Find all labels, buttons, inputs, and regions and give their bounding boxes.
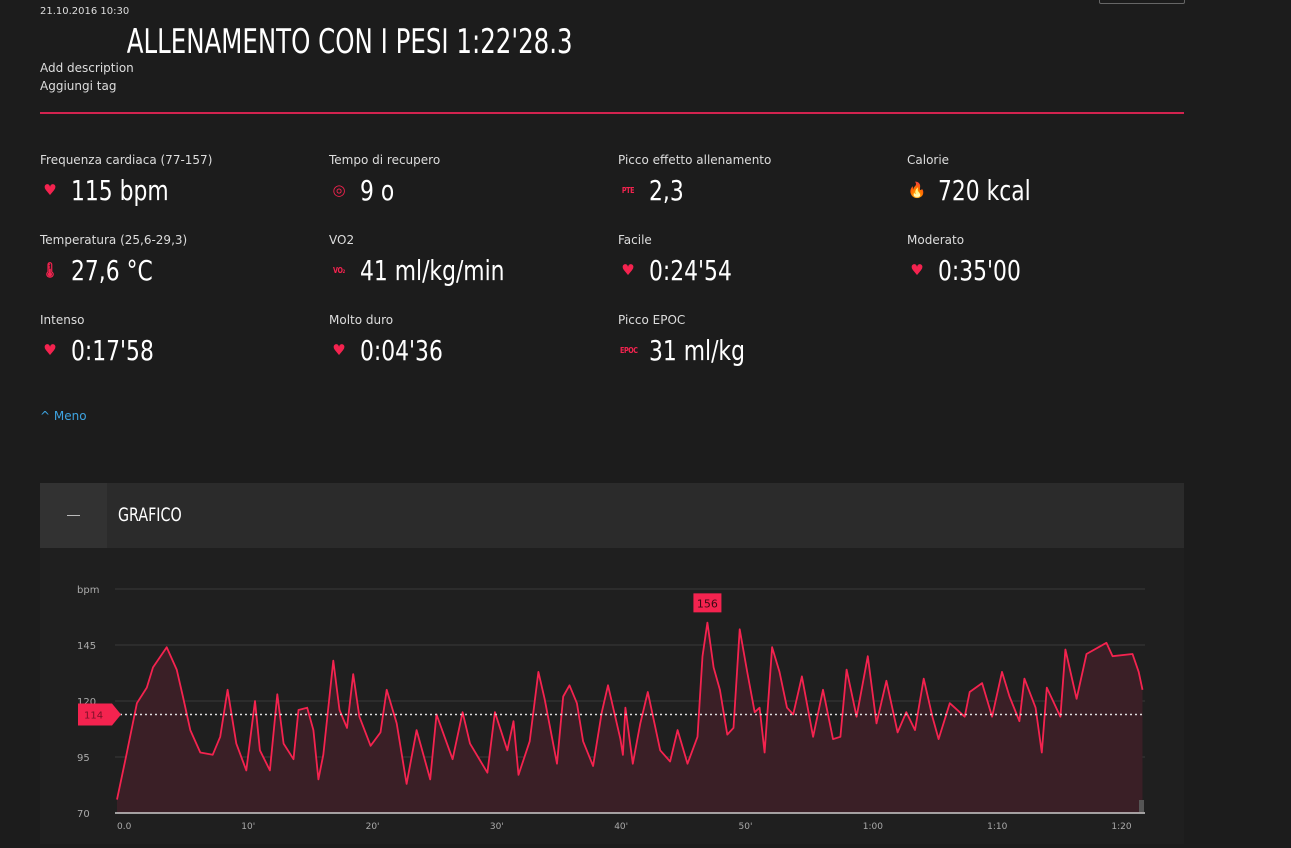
stat-vo2: VO2 VO₂ 41 ml/kg/min xyxy=(329,233,609,287)
heart-icon: ♥ xyxy=(43,181,57,199)
x-tick-label: 1:10 xyxy=(987,822,1007,832)
x-tick-label: 50' xyxy=(739,822,753,832)
stat-heart-zone-4: Molto duro ♥ 0:04'36 xyxy=(329,313,609,367)
stat-value: 0:35'00 xyxy=(938,253,1021,287)
epoc-icon: EPOC xyxy=(620,345,638,355)
heart-zone-2-icon: ♥ xyxy=(910,261,924,279)
stat-label: Facile xyxy=(618,233,652,247)
heart-rate-chart-svg: 70 95 120 145 bpm 0.0 10' 20' 30' 40' 50' 1:00 1:10 1… xyxy=(77,585,1145,832)
heart-rate-chart[interactable]: 70 95 120 145 bpm 0.0 10' 20' 30' 40' 50' 1:00 1:10 1… xyxy=(40,548,1184,844)
scrollbar-handle xyxy=(1139,800,1144,812)
max-marker xyxy=(693,593,722,613)
average-marker xyxy=(78,703,121,726)
heart-zone-1-icon: ♥ xyxy=(621,261,635,279)
stat-value: 720 kcal xyxy=(938,173,1031,207)
page-title: ALLENAMENTO CON I PESI 1:22'28.3 xyxy=(126,22,573,62)
y-tick-label: 70 xyxy=(77,809,90,820)
stat-value: 0:24'54 xyxy=(649,253,732,287)
max-label: 156 xyxy=(697,597,718,610)
stat-value: 41 ml/kg/min xyxy=(360,253,505,287)
add-tag-link[interactable]: Aggiungi tag xyxy=(40,79,117,93)
panel-title: GRAFICO xyxy=(118,504,182,526)
x-tick-label: 20' xyxy=(366,822,380,832)
x-tick-label: 1:20 xyxy=(1111,822,1131,832)
collapse-panel-button[interactable] xyxy=(40,483,107,548)
y-tick-label: 95 xyxy=(77,753,90,764)
stat-value: 31 ml/kg xyxy=(649,333,745,367)
stat-label: Frequenza cardiaca (77-157) xyxy=(40,153,213,167)
heart-zone-4-icon: ♥ xyxy=(332,341,346,359)
y-tick-label: bpm xyxy=(77,585,99,596)
y-tick-label: 145 xyxy=(77,641,96,652)
stat-label: Moderato xyxy=(907,233,965,247)
stat-value: 9 o xyxy=(360,173,395,207)
x-tick-label: 10' xyxy=(241,822,255,832)
chart-panel-header: GRAFICO xyxy=(40,483,1184,548)
stat-label: Intenso xyxy=(40,313,85,327)
stat-value: 27,6 °C xyxy=(71,253,153,287)
stat-thermometer: Temperatura (25,6-29,3) 🌡 27,6 °C xyxy=(40,233,320,287)
stat-value: 0:17'58 xyxy=(71,333,154,367)
stat-flame: Calorie 🔥 720 kcal xyxy=(907,153,1187,207)
minus-icon xyxy=(67,515,80,516)
stat-label: Picco effetto allenamento xyxy=(618,153,772,167)
x-tick-label: 1:00 xyxy=(863,822,883,832)
show-less-toggle[interactable]: ^ Meno xyxy=(40,409,87,423)
stat-heart: Frequenza cardiaca (77-157) ♥ 115 bpm xyxy=(40,153,320,207)
stat-label: VO2 xyxy=(329,233,355,247)
vo2-icon: VO₂ xyxy=(333,265,345,275)
stat-heart-zone-2: Moderato ♥ 0:35'00 xyxy=(907,233,1187,287)
stat-pte: Picco effetto allenamento PTE 2,3 xyxy=(618,153,898,207)
show-less-label: Meno xyxy=(53,409,87,423)
thermometer-icon: 🌡 xyxy=(40,261,60,279)
top-action-button[interactable] xyxy=(1099,0,1185,4)
stat-label: Calorie xyxy=(907,153,950,167)
workout-date: 21.10.2016 10:30 xyxy=(40,6,130,17)
hr-line xyxy=(116,621,1144,800)
stat-heart-zone-3: Intenso ♥ 0:17'58 xyxy=(40,313,320,367)
pte-icon: PTE xyxy=(621,185,635,195)
stat-label: Picco EPOC xyxy=(618,313,686,327)
heart-zone-3-icon: ♥ xyxy=(43,341,57,359)
hr-area xyxy=(117,622,1143,813)
average-label: 114 xyxy=(84,710,103,721)
chevron-up-icon: ^ xyxy=(40,409,51,423)
stat-value: 115 bpm xyxy=(71,173,169,207)
header-divider xyxy=(40,112,1184,114)
stat-recovery-timer: Tempo di recupero ◎ 9 o xyxy=(329,153,609,207)
flame-icon: 🔥 xyxy=(907,181,927,199)
stat-value: 2,3 xyxy=(649,173,684,207)
x-tick-label: 40' xyxy=(614,822,628,832)
add-description-link[interactable]: Add description xyxy=(40,61,134,75)
stat-heart-zone-1: Facile ♥ 0:24'54 xyxy=(618,233,898,287)
x-tick-label: 30' xyxy=(490,822,504,832)
stat-label: Temperatura (25,6-29,3) xyxy=(40,233,188,247)
stat-label: Tempo di recupero xyxy=(329,153,441,167)
recovery-timer-icon: ◎ xyxy=(332,181,346,199)
stat-label: Molto duro xyxy=(329,313,394,327)
y-tick-label: 120 xyxy=(77,697,96,708)
stat-epoc: Picco EPOC EPOC 31 ml/kg xyxy=(618,313,898,367)
stat-value: 0:04'36 xyxy=(360,333,443,367)
x-tick-label: 0.0 xyxy=(117,822,132,832)
